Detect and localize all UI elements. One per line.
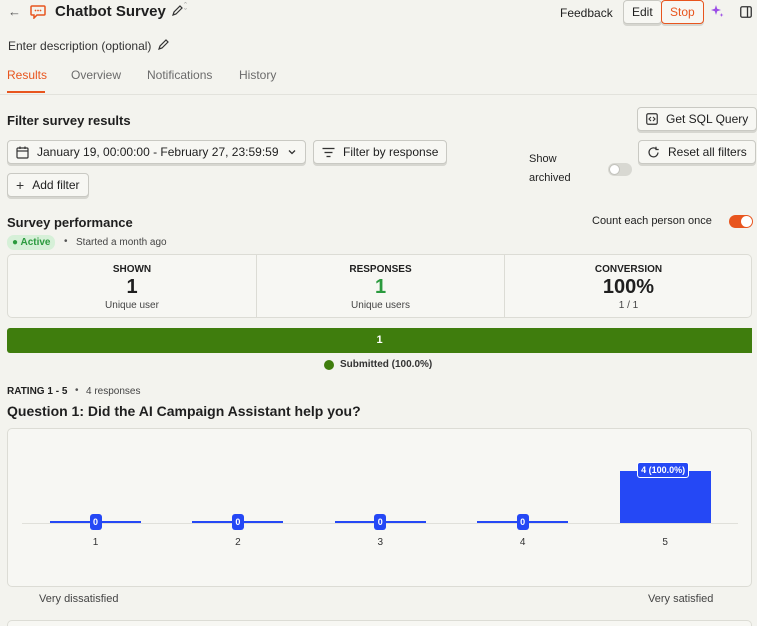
- show-archived-label: Show archived: [529, 153, 571, 184]
- chart-tick-label-5: 5: [662, 537, 668, 548]
- chart-bar-5[interactable]: [619, 471, 711, 523]
- chart-data-label-1: 0: [89, 514, 102, 530]
- stat-divider: [256, 255, 257, 317]
- reset-all-filters-button[interactable]: Reset all filters: [638, 140, 756, 164]
- tab-notifications[interactable]: Notifications: [147, 68, 213, 82]
- stat-conversion-sub: 1 / 1: [618, 300, 639, 311]
- chart-tick-label-4: 4: [519, 537, 526, 548]
- status-badge: ● Active: [7, 235, 56, 250]
- stat-shown-value: 1: [126, 276, 138, 298]
- stat-shown-sub: Unique user: [105, 300, 159, 311]
- tab-overview[interactable]: Overview: [71, 68, 122, 82]
- stop-button[interactable]: Stop: [661, 0, 704, 24]
- question-responses: 4 responses: [86, 386, 141, 397]
- chart-data-label-2: 0: [231, 514, 244, 530]
- legend-dot: [324, 359, 334, 370]
- reset-all-filters-label: Reset all filters: [668, 145, 747, 159]
- description-field[interactable]: Enter description (optional): [8, 39, 152, 53]
- question-title: Question 1: Did the AI Campaign Assistan…: [7, 403, 361, 419]
- stats-card: SHOWN 1 Unique user RESPONSES 1 Unique u…: [7, 254, 752, 318]
- count-each-person-toggle[interactable]: [729, 215, 753, 228]
- get-sql-query-label: Get SQL Query: [666, 112, 749, 126]
- filter-by-response-button[interactable]: Filter by response: [313, 140, 448, 164]
- stat-responses-value: 1: [374, 276, 387, 298]
- high-scale-label: Very satisfied: [648, 593, 714, 605]
- side-panel-icon[interactable]: [740, 6, 752, 21]
- chevron-down-icon: [288, 150, 295, 155]
- chart-tick-label-3: 3: [377, 537, 384, 548]
- chart-data-label-5: 4 (100.0%): [637, 462, 690, 478]
- stat-conversion: CONVERSION 100% 1 / 1: [505, 255, 752, 317]
- stat-responses: RESPONSES 1 Unique users: [257, 255, 504, 317]
- progress-legend: Submitted (100.0%): [324, 359, 432, 370]
- question-type: RATING 1 - 5: [7, 386, 68, 397]
- date-range-picker[interactable]: January 19, 00:00:00 - February 27, 23:5…: [7, 140, 306, 164]
- tab-history[interactable]: History: [239, 68, 277, 82]
- calendar-icon: [16, 146, 29, 159]
- filter-by-response-label: Filter by response: [343, 145, 439, 159]
- chart-card: 0 1 0 2 0 3 0 4 4 (100.0%) 5: [7, 428, 752, 587]
- sparkle-ai-icon[interactable]: [710, 4, 724, 21]
- filter-lines-icon: [322, 147, 335, 157]
- low-scale-label: Very dissatisfied: [39, 593, 119, 605]
- stat-shown-label: SHOWN: [112, 264, 152, 275]
- status-dot: ●: [12, 237, 19, 248]
- get-sql-query-button[interactable]: Get SQL Query: [637, 107, 757, 131]
- chart-tick-label-1: 1: [92, 537, 99, 548]
- stat-responses-sub: Unique users: [351, 300, 410, 311]
- edit-title-pencil-icon[interactable]: [171, 5, 183, 20]
- edit-description-pencil-icon[interactable]: [157, 39, 169, 54]
- stat-shown: SHOWN 1 Unique user: [8, 255, 256, 317]
- started-text: Started a month ago: [76, 237, 167, 248]
- separator-dot: •: [75, 385, 79, 396]
- rating-chart: 0 1 0 2 0 3 0 4 4 (100.0%) 5: [8, 429, 753, 588]
- chat-bubble-icon: [30, 4, 46, 22]
- active-tab-underline: [7, 91, 45, 93]
- show-archived-toggle[interactable]: [608, 163, 632, 176]
- code-icon: [646, 113, 658, 125]
- plus-icon: +: [16, 177, 25, 193]
- count-each-person-label: Count each person once: [592, 215, 712, 227]
- stat-conversion-label: CONVERSION: [594, 264, 663, 275]
- refresh-icon: [648, 146, 659, 157]
- feedback-link[interactable]: Feedback: [560, 6, 613, 20]
- legend-text: Submitted (100.0%): [340, 359, 433, 370]
- page-title: Chatbot Survey: [55, 3, 166, 20]
- edit-button-label: Edit: [632, 5, 653, 19]
- status-text: Active: [20, 237, 51, 248]
- tab-results[interactable]: Results: [7, 68, 48, 82]
- chart-data-label-3: 0: [374, 514, 387, 530]
- next-card-edge: [7, 620, 752, 626]
- edit-button[interactable]: Edit: [623, 0, 662, 24]
- chart-tick-label-2: 2: [235, 537, 241, 548]
- stat-conversion-value: 100%: [602, 276, 655, 298]
- chart-data-label-4: 0: [516, 514, 529, 530]
- filter-heading: Filter survey results: [7, 113, 131, 128]
- separator-dot: •: [64, 236, 68, 247]
- progress-value: 1: [376, 334, 383, 346]
- performance-heading: Survey performance: [7, 215, 133, 230]
- progress-track: 1: [7, 328, 752, 353]
- tabs-divider: [0, 94, 757, 95]
- stat-divider: [504, 255, 505, 317]
- date-range-label: January 19, 00:00:00 - February 27, 23:5…: [37, 145, 279, 159]
- stat-responses-label: RESPONSES: [349, 264, 412, 275]
- back-arrow-icon[interactable]: ←: [8, 4, 21, 19]
- toggle-knob: [609, 164, 620, 175]
- stop-button-label: Stop: [670, 5, 695, 19]
- progress-fill: [7, 328, 752, 353]
- add-filter-button[interactable]: + Add filter: [7, 173, 89, 197]
- toggle-knob: [741, 216, 752, 227]
- add-filter-label: Add filter: [32, 178, 80, 192]
